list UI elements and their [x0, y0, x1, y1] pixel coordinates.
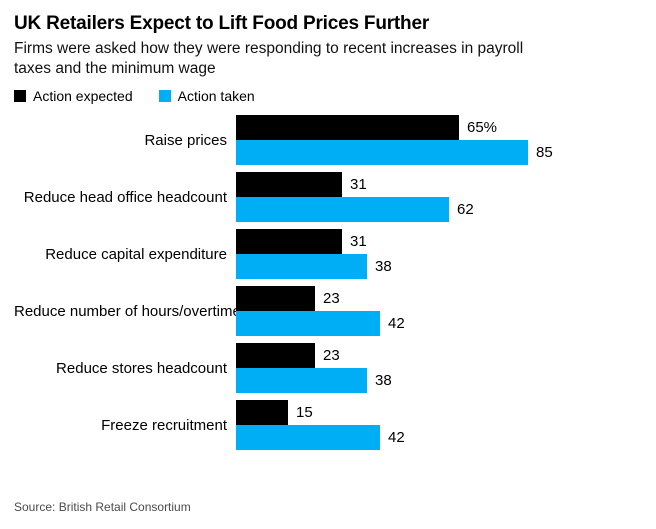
bar-line-action-taken: 62 [236, 197, 642, 222]
value-label-action-taken: 42 [388, 315, 405, 332]
value-label-action-expected: 15 [296, 404, 313, 421]
bar-action-expected [236, 286, 315, 311]
chart-subtitle-line-1: Firms were asked how they were respondin… [14, 40, 524, 57]
source-note: Source: British Retail Consortium [14, 500, 191, 514]
bar-line-action-taken: 38 [236, 254, 642, 279]
bar-action-expected [236, 115, 459, 140]
chart-row: Reduce capital expenditure 31 38 [14, 229, 642, 279]
bar-action-taken [236, 254, 367, 279]
legend-swatch-action-taken [158, 90, 171, 102]
bar-line-action-taken: 42 [236, 311, 642, 336]
chart-row: Raise prices 65% 85 [14, 115, 642, 165]
value-label-action-expected: 31 [350, 176, 367, 193]
bar-line-action-taken: 85 [236, 140, 642, 165]
bar-action-taken [236, 197, 449, 222]
bar-action-expected [236, 172, 342, 197]
category-label: Reduce stores headcount [56, 359, 227, 377]
legend: Action expected Action taken [14, 88, 642, 104]
bar-line-action-expected: 23 [236, 343, 642, 368]
bar-line-action-expected: 31 [236, 172, 642, 197]
bar-line-action-expected: 15 [236, 400, 642, 425]
category-label: Raise prices [144, 131, 227, 149]
chart-row: Freeze recruitment 15 42 [14, 400, 642, 450]
bar-line-action-expected: 31 [236, 229, 642, 254]
value-label-action-taken: 38 [375, 258, 392, 275]
value-label-action-taken: 38 [375, 372, 392, 389]
legend-item-action-taken: Action taken [158, 88, 255, 104]
bar-chart: Raise prices 65% 85 Reduce head office head… [14, 115, 642, 450]
value-label-action-taken: 42 [388, 429, 405, 446]
category-label: Reduce head office headcount [23, 188, 227, 206]
legend-label-action-expected: Action expected [33, 88, 133, 104]
category-label: Reduce capital expenditure [45, 245, 227, 263]
bar-action-taken [236, 368, 367, 393]
legend-swatch-action-expected [14, 90, 26, 102]
chart-subtitle: Firms were asked how they were respondin… [14, 39, 642, 79]
legend-item-action-expected: Action expected [14, 88, 133, 104]
chart-title: UK Retailers Expect to Lift Food Prices … [14, 13, 430, 34]
bar-pair: 31 62 [236, 172, 642, 222]
value-label-action-expected: 31 [350, 233, 367, 250]
bar-action-taken [236, 140, 528, 165]
chart-row: Reduce head office headcount 31 62 [14, 172, 642, 222]
chart-row: Reduce stores headcount 23 38 [14, 343, 642, 393]
bar-line-action-taken: 38 [236, 368, 642, 393]
legend-label-action-taken: Action taken [177, 88, 255, 104]
bar-line-action-expected: 23 [236, 286, 642, 311]
category-label: Reduce number of hours/overtime [14, 302, 241, 320]
chart-container: UK Retailers Expect to Lift Food Prices … [14, 13, 642, 450]
bar-pair: 65% 85 [236, 115, 642, 165]
bar-line-action-taken: 42 [236, 425, 642, 450]
value-label-action-taken: 62 [457, 201, 474, 218]
bar-pair: 31 38 [236, 229, 642, 279]
chart-row: Reduce number of hours/overtime 23 42 [14, 286, 642, 336]
bar-action-expected [236, 229, 342, 254]
bar-pair: 23 42 [236, 286, 642, 336]
bar-pair: 15 42 [236, 400, 642, 450]
value-label-action-expected: 23 [323, 290, 340, 307]
chart-subtitle-line-2: taxes and the minimum wage [14, 60, 216, 77]
bar-action-taken [236, 425, 380, 450]
bar-line-action-expected: 65% [236, 115, 642, 140]
bar-pair: 23 38 [236, 343, 642, 393]
value-label-action-expected: 23 [323, 347, 340, 364]
bar-action-expected [236, 343, 315, 368]
bar-action-taken [236, 311, 380, 336]
value-label-action-taken: 85 [536, 144, 553, 161]
category-label: Freeze recruitment [101, 416, 227, 434]
value-label-action-expected: 65% [467, 119, 498, 136]
bar-action-expected [236, 400, 288, 425]
